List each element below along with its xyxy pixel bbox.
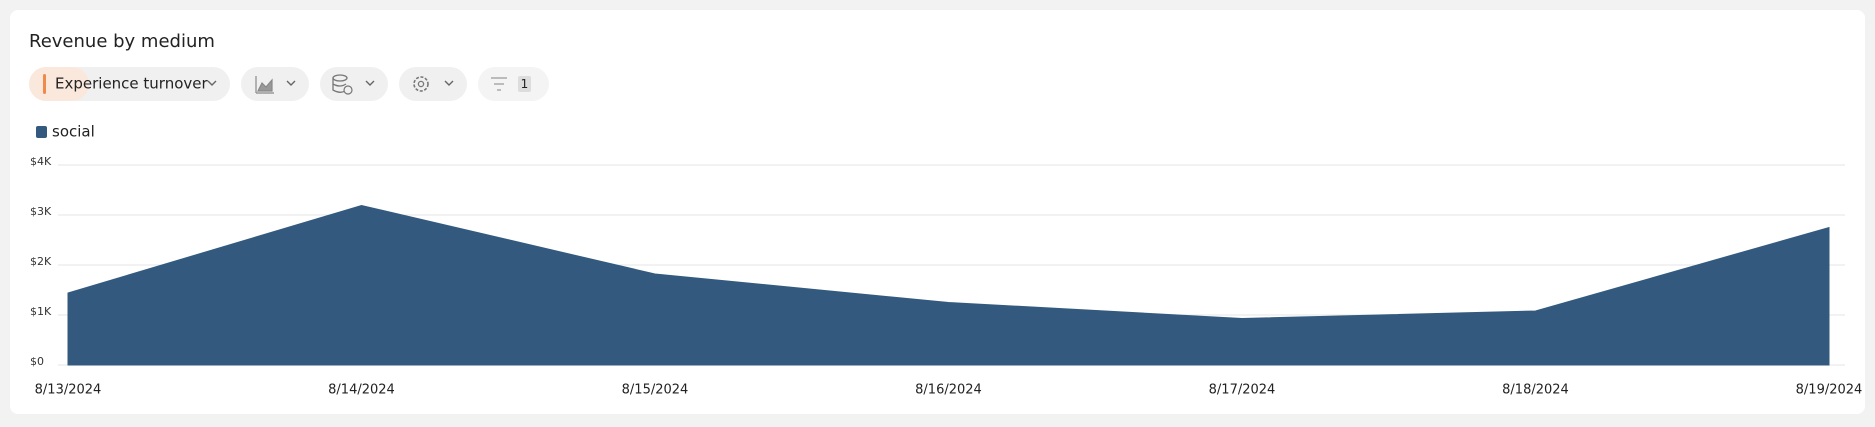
chart-title: Revenue by medium xyxy=(29,31,215,52)
filter-count: 1 xyxy=(521,77,529,91)
legend: social xyxy=(36,123,95,141)
filter-button[interactable]: 1 xyxy=(478,67,549,101)
x-tick-label: 8/13/2024 xyxy=(35,383,102,398)
chevron xyxy=(207,80,217,86)
legend-swatch xyxy=(36,126,47,138)
y-tick-label: $2K xyxy=(30,255,52,268)
chevron xyxy=(286,80,296,86)
filter-badge xyxy=(518,76,531,92)
chevron xyxy=(365,80,375,86)
settings-button[interactable] xyxy=(399,67,467,101)
filter-icon xyxy=(491,77,507,91)
plot-area: $0 $1K $2K $3K $4K 8/13/2024 8/14/2024 8/15/202… xyxy=(30,155,1862,398)
metric-marker xyxy=(43,74,46,94)
pill xyxy=(478,67,549,101)
pill xyxy=(241,67,309,101)
clock-icon xyxy=(343,85,353,95)
pill xyxy=(399,67,467,101)
y-tick-label: $4K xyxy=(30,155,52,168)
x-tick-label: 8/14/2024 xyxy=(328,383,395,398)
gear-icon xyxy=(413,76,429,92)
gear-center xyxy=(417,80,425,88)
pill xyxy=(320,67,388,101)
x-tick-label: 8/19/2024 xyxy=(1796,383,1863,398)
x-tick-label: 8/17/2024 xyxy=(1209,383,1276,398)
chart-type-button[interactable] xyxy=(241,67,309,101)
x-tick-label: 8/18/2024 xyxy=(1502,383,1569,398)
x-tick-label: 8/15/2024 xyxy=(622,383,689,398)
y-tick-label: $1K xyxy=(30,305,52,318)
metric-button[interactable]: Experience turnover xyxy=(29,67,230,101)
chevron xyxy=(444,80,454,86)
y-tick-label: $0 xyxy=(30,355,44,368)
chart-icon xyxy=(255,76,274,94)
data-source-button[interactable] xyxy=(320,67,388,101)
area xyxy=(67,204,1830,366)
x-tick-label: 8/16/2024 xyxy=(915,383,982,398)
metric-label: Experience turnover xyxy=(55,75,208,93)
legend-label: social xyxy=(52,123,95,141)
y-tick-label: $3K xyxy=(30,205,52,218)
